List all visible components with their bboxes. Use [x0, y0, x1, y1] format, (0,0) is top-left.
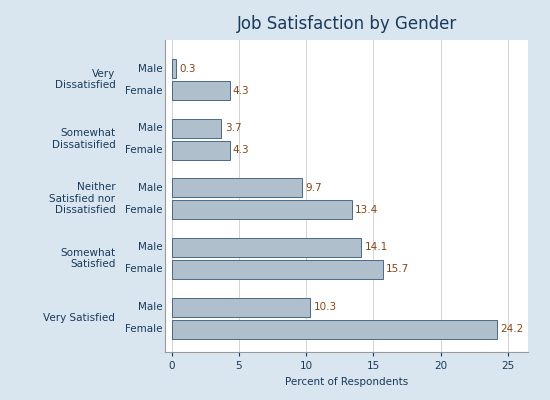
Text: Male: Male [138, 183, 162, 193]
Bar [172, 238, 361, 257]
Text: 4.3: 4.3 [233, 145, 250, 155]
Text: 24.2: 24.2 [500, 324, 524, 334]
Text: Male: Male [138, 64, 162, 74]
Bar [172, 298, 310, 316]
Bar [172, 81, 229, 100]
Text: Somewhat
Dissatisified: Somewhat Dissatisified [52, 128, 116, 150]
Text: 15.7: 15.7 [386, 264, 409, 274]
X-axis label: Percent of Respondents: Percent of Respondents [285, 376, 408, 386]
Bar [172, 59, 176, 78]
Text: Female: Female [125, 264, 162, 274]
Text: Female: Female [125, 86, 162, 96]
Text: Male: Male [138, 123, 162, 133]
Text: 0.3: 0.3 [179, 64, 196, 74]
Text: Male: Male [138, 242, 162, 252]
Title: Job Satisfaction by Gender: Job Satisfaction by Gender [236, 15, 456, 33]
Bar [172, 260, 383, 279]
Text: 14.1: 14.1 [365, 242, 388, 252]
Text: Very
Dissatisfied: Very Dissatisfied [54, 69, 116, 90]
Text: 13.4: 13.4 [355, 205, 378, 215]
Text: 10.3: 10.3 [314, 302, 337, 312]
Bar [172, 320, 497, 339]
Text: Very Satisfied: Very Satisfied [43, 313, 116, 323]
Bar [172, 141, 229, 160]
Text: Somewhat
Satisfied: Somewhat Satisfied [60, 248, 116, 269]
Bar [172, 119, 222, 138]
Text: 3.7: 3.7 [225, 123, 241, 133]
Text: Female: Female [125, 205, 162, 215]
Bar [172, 200, 352, 220]
Text: Male: Male [138, 302, 162, 312]
Text: Female: Female [125, 324, 162, 334]
Bar [172, 178, 302, 197]
Text: Neither
Satisfied nor
Dissatisfied: Neither Satisfied nor Dissatisfied [50, 182, 116, 216]
Text: Female: Female [125, 145, 162, 155]
Text: 4.3: 4.3 [233, 86, 250, 96]
Text: 9.7: 9.7 [305, 183, 322, 193]
